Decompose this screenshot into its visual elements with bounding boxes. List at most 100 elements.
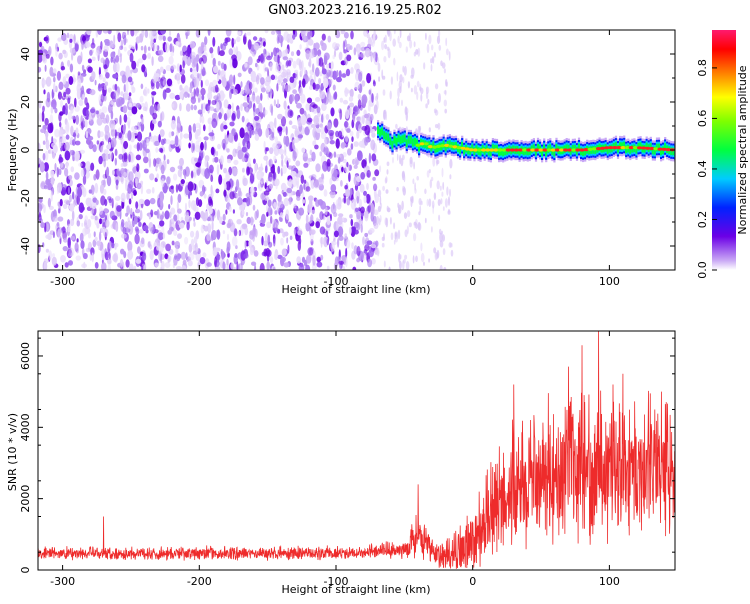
- spectrogram-noise-mark: [148, 157, 152, 168]
- spectrogram-noise-mark: [109, 210, 115, 219]
- spectrogram-noise-mark: [264, 109, 268, 116]
- spectrogram-noise-mark: [333, 230, 339, 238]
- spectrogram-noise-mark: [290, 170, 297, 178]
- spectrogram-faint-mark: [425, 92, 429, 100]
- spectrogram-noise-mark: [270, 51, 274, 58]
- spectrogram-noise-mark: [128, 180, 134, 189]
- colorbar-gradient: [712, 30, 736, 270]
- spectrogram-noise-mark: [173, 214, 178, 222]
- spectrogram-noise-mark: [270, 209, 273, 216]
- spectrogram-noise-mark: [67, 59, 71, 67]
- spectrogram-noise-mark: [213, 156, 219, 163]
- spectrogram-noise-mark: [45, 35, 50, 44]
- spectrogram-noise-mark: [335, 154, 342, 158]
- spectrogram-noise-mark: [53, 82, 56, 93]
- spectrogram-noise-mark: [179, 64, 182, 73]
- spectrogram-noise-mark: [318, 57, 324, 67]
- spectrogram-noise-mark: [371, 258, 376, 265]
- spectrogram-noise-mark: [283, 135, 287, 145]
- spectrogram-noise-mark: [211, 118, 218, 129]
- spectrogram-noise-mark: [207, 117, 213, 125]
- spectrogram-noise-mark: [76, 238, 79, 243]
- spectrogram-noise-mark: [50, 190, 53, 202]
- spectrogram-noise-mark: [170, 185, 174, 190]
- spectrogram-noise-mark: [315, 163, 321, 173]
- spectrogram-noise-mark: [286, 160, 289, 168]
- spectrogram-noise-mark: [71, 52, 74, 61]
- spectrogram-noise-mark: [94, 79, 97, 86]
- spectrogram-noise-mark: [225, 30, 232, 37]
- spectrogram-faint-mark: [443, 267, 447, 270]
- spectrogram-faint-mark: [445, 79, 448, 87]
- spectrogram-noise-mark: [38, 53, 43, 63]
- spectrogram-noise-mark: [192, 168, 197, 179]
- spectrogram-noise-mark: [134, 226, 139, 232]
- spectrogram-noise-mark: [288, 60, 292, 67]
- spectrogram-noise-mark: [237, 72, 242, 78]
- spectrogram-noise-mark: [292, 60, 297, 69]
- spectrogram-noise-mark: [371, 206, 375, 216]
- spectrogram-noise-mark: [316, 256, 322, 263]
- spectrogram-noise-mark: [107, 259, 112, 265]
- spectrogram-noise-mark: [236, 261, 239, 270]
- spectrogram-noise-mark: [115, 222, 119, 232]
- spectrogram-noise-mark: [361, 94, 368, 105]
- spectrogram-noise-mark: [226, 246, 230, 254]
- spectrogram-ridge-peak: [567, 148, 573, 152]
- spectrogram-noise-mark: [207, 30, 211, 36]
- spectrogram-noise-mark: [108, 141, 111, 150]
- spectrogram-noise-mark: [81, 247, 85, 256]
- spectrogram-ridge-mark: [448, 140, 451, 148]
- spectrogram-noise-mark: [128, 263, 134, 270]
- spectrogram-noise-mark: [170, 195, 173, 206]
- spectrogram-faint-mark: [395, 123, 398, 130]
- spectrogram-faint-mark: [432, 204, 435, 215]
- y-tick-label: 6000: [19, 342, 32, 370]
- spectrogram-noise-mark: [99, 131, 104, 138]
- spectrogram-noise-mark: [361, 114, 365, 125]
- spectrogram-noise-mark: [229, 74, 234, 85]
- spectrogram-ridge-peak: [522, 148, 528, 152]
- spectrogram-faint-mark: [431, 56, 435, 64]
- spectrogram-noise-mark: [176, 122, 181, 134]
- spectrogram-noise-mark: [121, 74, 127, 84]
- x-tick-label: -300: [50, 575, 75, 588]
- spectrogram-noise-mark: [201, 61, 204, 70]
- spectrogram-noise-mark: [49, 66, 54, 77]
- spectrogram-noise-mark: [40, 222, 45, 229]
- spectrogram-ridge-peak: [472, 148, 478, 152]
- spectrogram-noise-mark: [220, 155, 224, 165]
- spectrogram-noise-mark: [165, 243, 172, 252]
- spectrogram-noise-mark: [270, 30, 276, 35]
- spectrogram-faint-mark: [403, 212, 408, 220]
- spectrogram-noise-mark: [338, 51, 343, 61]
- spectrogram-noise-mark: [181, 265, 187, 270]
- spectrogram-noise-mark: [233, 88, 238, 96]
- spectrogram-noise-mark: [233, 39, 236, 45]
- spectrogram-noise-mark: [210, 174, 214, 182]
- spectrogram-noise-mark: [98, 155, 103, 165]
- spectrogram-noise-mark: [200, 210, 205, 219]
- spectrogram-noise-mark: [348, 96, 354, 102]
- spectrogram-noise-mark: [256, 209, 259, 219]
- spectrogram-noise-mark: [149, 173, 155, 181]
- spectrogram-noise-mark: [203, 193, 207, 199]
- spectrogram-noise-mark: [333, 151, 337, 158]
- spectrogram-ridge-peak: [456, 146, 462, 150]
- spectrogram-noise-mark: [120, 163, 124, 168]
- spectrogram-faint-mark: [410, 87, 413, 93]
- spectrogram-faint-mark: [442, 248, 446, 256]
- spectrogram-noise-mark: [65, 134, 70, 140]
- spectrogram-noise-mark: [356, 195, 360, 204]
- spectrogram-ridge-peak: [608, 146, 614, 150]
- spectrogram-faint-mark: [393, 222, 396, 230]
- spectrogram-noise-mark: [128, 171, 134, 183]
- spectrogram-noise-mark: [169, 166, 176, 173]
- colorbar-tick-label: 0.0: [696, 261, 709, 279]
- spectrogram-noise-mark: [275, 47, 280, 53]
- spectrogram-noise-mark: [182, 51, 186, 57]
- spectrogram-ridge-mark: [405, 139, 408, 147]
- spectrogram-noise-mark: [61, 184, 67, 190]
